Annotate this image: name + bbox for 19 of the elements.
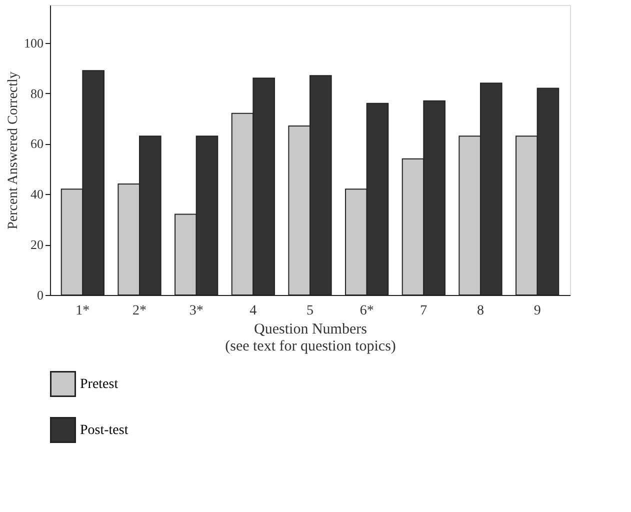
x-tick-label: 8 xyxy=(476,304,484,318)
y-tick-label: 20 xyxy=(30,237,44,252)
y-tick-label: 100 xyxy=(24,35,44,50)
x-tick-label: 3* xyxy=(189,304,204,318)
legend-label: Pretest xyxy=(80,377,118,392)
y-tick-label: 80 xyxy=(30,86,44,101)
legend-label: Post-test xyxy=(80,423,128,438)
x-axis-title: Question Numbers (see text for question topics) xyxy=(225,322,396,354)
y-tick-label: 40 xyxy=(30,186,44,202)
y-tick-label: 60 xyxy=(30,136,44,152)
x-tick-label: 5 xyxy=(306,304,314,318)
x-tick-label: 4 xyxy=(250,304,257,318)
y-axis-title: Percent Answered Correctly xyxy=(6,72,21,230)
x-tick-label: 9 xyxy=(534,304,541,318)
x-tick-label: 7 xyxy=(420,304,428,318)
x-tick-label: 2* xyxy=(132,304,147,318)
x-tick-label: 6* xyxy=(360,304,374,318)
x-tick-label: 1* xyxy=(76,304,90,318)
y-tick-label: 0 xyxy=(37,288,44,302)
